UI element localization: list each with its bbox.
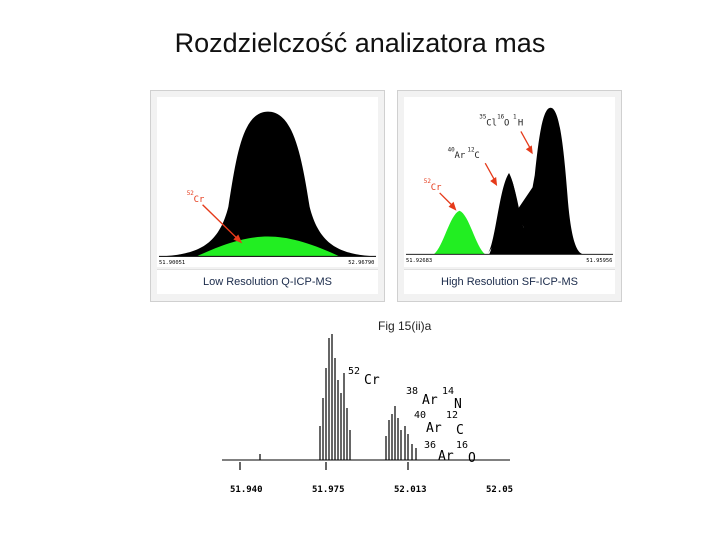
cr52-arrow — [202, 204, 239, 240]
low-resolution-plot: 52 Cr 51.90051 52.96790 — [157, 97, 378, 267]
cloh-peak — [520, 107, 585, 255]
cr52-label-mass: 52 — [187, 190, 195, 197]
high-resolution-caption: High Resolution SF-ICP-MS — [404, 269, 615, 294]
arc-label-elem2: C — [474, 151, 479, 161]
cloh-label-elem3: H — [518, 119, 523, 129]
axis-right-label: 52.96790 — [348, 260, 374, 266]
arn-mass2: 14 — [442, 386, 454, 397]
spectral-lines — [259, 334, 417, 460]
cr52-elem: Cr — [364, 373, 380, 388]
high-resolution-panel: 52 Cr 40 Ar 12 C 35 Cl 16 O 1 H 51.92683… — [397, 90, 622, 302]
cr52-label-elem: Cr — [194, 195, 205, 205]
cr52-mass: 52 — [348, 366, 360, 377]
tick-label: 51.940 — [230, 485, 263, 495]
cloh-label-elem1: Cl — [486, 119, 497, 129]
arc-fill — [489, 173, 525, 255]
high-resolution-plot: 52 Cr 40 Ar 12 C 35 Cl 16 O 1 H 51.92683… — [404, 97, 615, 267]
interference-peak — [160, 111, 376, 257]
fig15-spectrum: Fig 15(ii)a 51.940 51.975 52.013 52. — [222, 319, 513, 495]
slide-title: Rozdzielczość analizatora mas — [174, 28, 546, 58]
arc-arrowhead — [490, 177, 498, 186]
cloh-arrowhead — [525, 145, 533, 155]
arn-mass1: 38 — [406, 386, 418, 397]
aro-mass2: 16 — [456, 440, 468, 451]
arc-label-mass2: 12 — [467, 146, 475, 153]
cr52-peak — [196, 236, 340, 257]
cr52-arrowhead — [448, 201, 457, 211]
cr52-arrowhead — [233, 234, 243, 244]
cloh-label-mass3: 1 — [513, 114, 517, 121]
low-resolution-caption: Low Resolution Q-ICP-MS — [157, 269, 378, 294]
arc-label-mass1: 40 — [448, 146, 456, 153]
low-resolution-panel: 52 Cr 51.90051 52.96790 Low Resolution Q… — [150, 90, 385, 302]
tick-marks — [239, 462, 409, 470]
aro-elem2: O — [468, 451, 476, 466]
tick-label: 52.013 — [394, 485, 427, 495]
cloh-arrow — [520, 131, 532, 150]
cloh-label-elem2: O — [504, 119, 509, 129]
cloh-label-mass2: 16 — [497, 114, 505, 121]
axis-left-label: 51.90051 — [159, 260, 185, 266]
arc-elem1: Ar — [426, 421, 442, 436]
tick-label: 51.975 — [312, 485, 345, 495]
arc-arrow — [484, 162, 496, 182]
aro-elem1: Ar — [438, 449, 454, 464]
cr52-label-mass: 52 — [424, 178, 432, 185]
tick-label: 52.05 — [486, 485, 513, 495]
arn-elem2: N — [454, 397, 462, 412]
arc-elem2: C — [456, 423, 464, 438]
arc-label-elem1: Ar — [455, 151, 466, 161]
axis-left-label: 51.92683 — [406, 258, 432, 264]
arc-mass2: 12 — [446, 410, 458, 421]
cr52-peak — [433, 210, 486, 255]
cloh-label-mass1: 35 — [479, 114, 487, 121]
fig15-title: Fig 15(ii)a — [378, 319, 432, 333]
arc-mass1: 40 — [414, 410, 426, 421]
cr52-label-elem: Cr — [431, 183, 442, 193]
axis-right-label: 51.95956 — [586, 258, 612, 264]
arn-elem1: Ar — [422, 393, 438, 408]
aro-mass1: 36 — [424, 440, 436, 451]
